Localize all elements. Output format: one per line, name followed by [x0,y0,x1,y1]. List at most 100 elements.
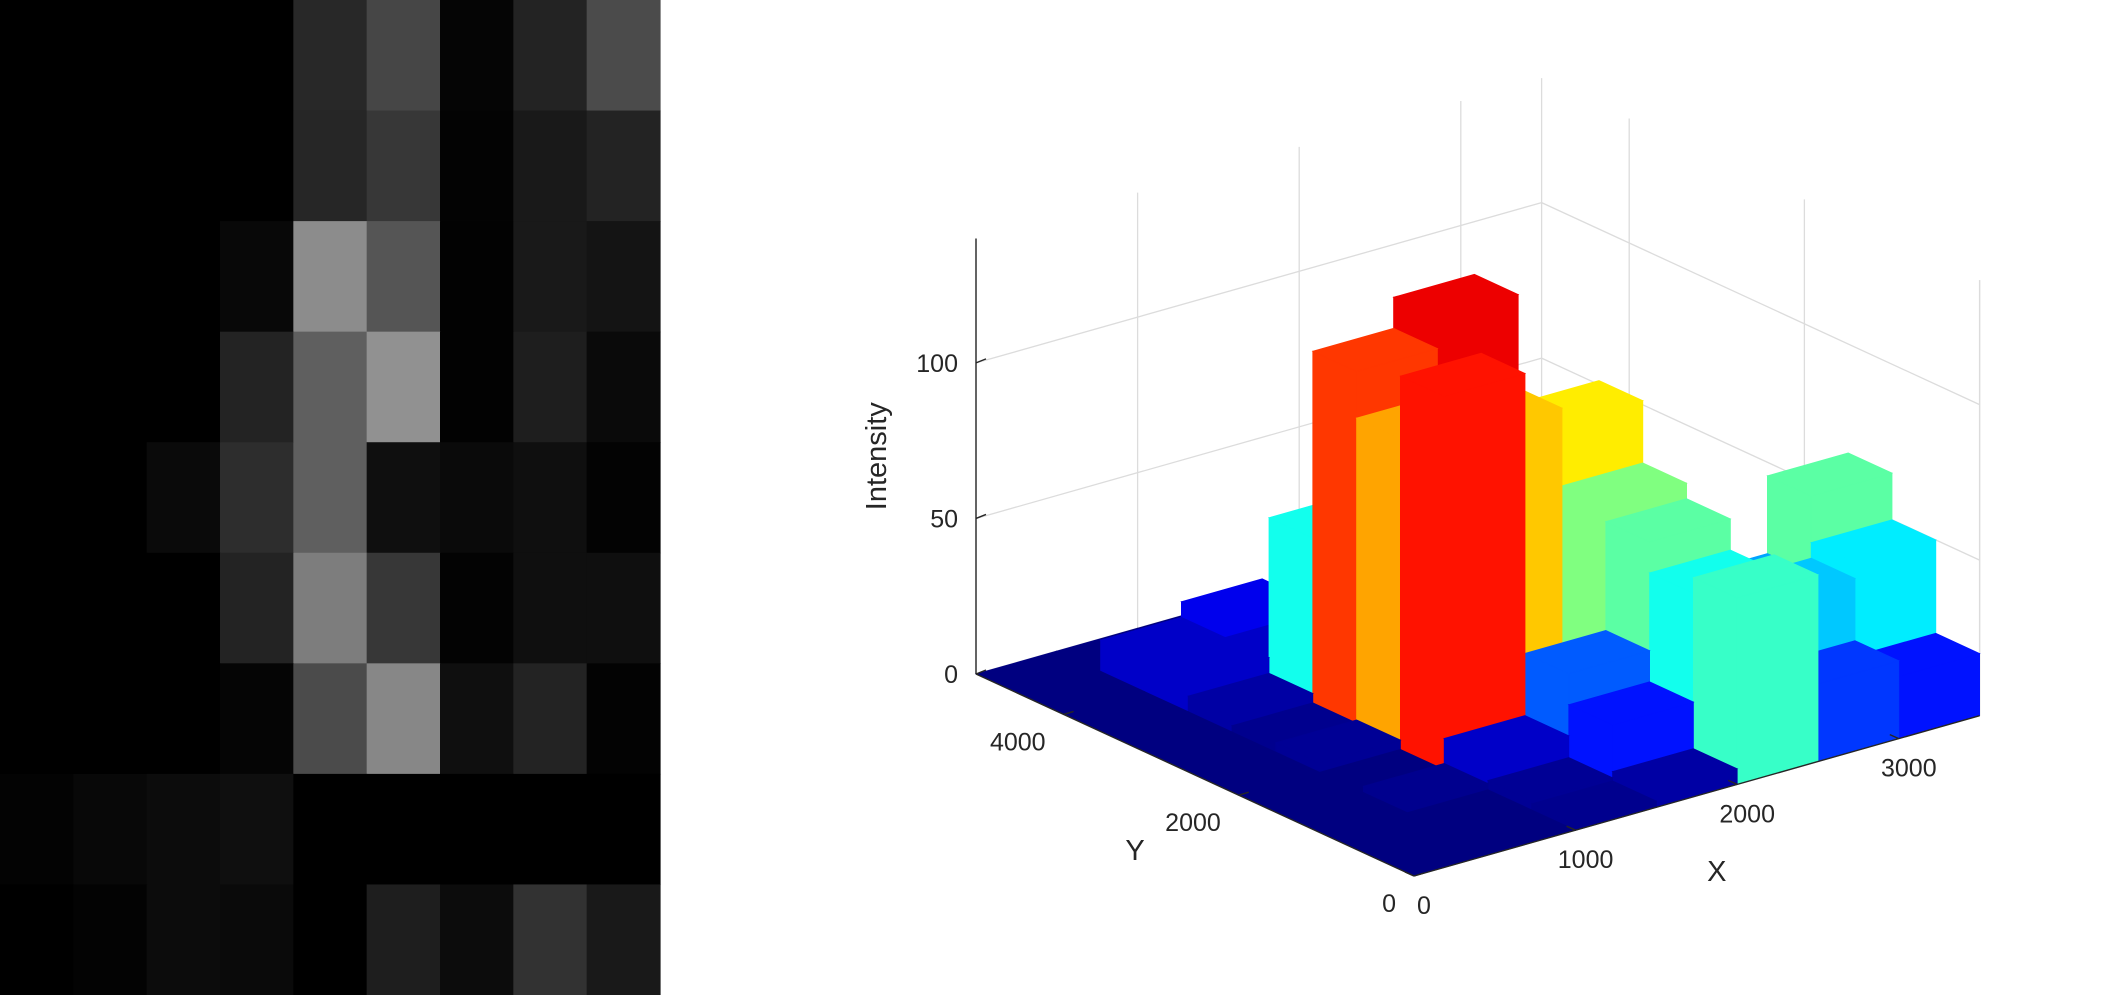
pixel [366,884,441,995]
pixel [513,884,588,995]
pixel [146,331,221,443]
pixel [513,663,588,775]
pixel [146,442,221,554]
pixel [146,221,221,333]
pixel [440,110,514,222]
pixel [586,773,661,886]
pixel [73,552,148,664]
bar-top [1143,637,1271,682]
bar-top [1187,672,1314,717]
pixel [0,884,74,995]
bar [1399,352,1527,771]
pixel [146,552,221,664]
grid-line [1541,202,1980,406]
pixel [586,331,661,443]
pixel [220,773,294,886]
y-tick [1063,710,1074,716]
y-tick-label: 0 [1382,890,1396,918]
pixel [220,442,294,554]
bar-front [1736,574,1819,785]
pixel [366,773,441,886]
bar-side [1400,375,1445,771]
z-tick-label: 0 [944,661,958,689]
bar-top [1810,519,1937,564]
pixel [440,552,514,664]
pixel [293,663,368,775]
pixel [366,0,441,112]
bar-top [1560,462,1688,507]
bar-top [1274,719,1402,764]
bar-top [1362,762,1490,807]
bar-top [1399,352,1527,397]
bar-side [1356,417,1401,751]
pixel [293,221,368,333]
y-tick-label: 4000 [990,728,1046,756]
grid-line [975,201,1542,364]
pixel [146,773,221,886]
bar-top [1611,748,1739,793]
x-tick-label: 2000 [1719,800,1775,828]
pixel [0,0,74,112]
pixel [73,773,148,886]
pixel [73,0,148,112]
pixel [440,221,514,333]
x-tick-label: 0 [1417,892,1431,920]
pixel [586,884,661,995]
z-tick [975,513,987,520]
x-tick [1404,871,1415,877]
bar-top [1530,780,1658,825]
pixel [220,221,294,333]
pixel [293,884,368,995]
y-axis [975,673,1415,877]
pixel [513,331,588,443]
x-tick-label: 1000 [1558,846,1614,874]
pixel [146,663,221,775]
pixel [293,552,368,664]
pixel [366,442,441,554]
pixel [586,110,661,222]
bar-top [1443,715,1570,760]
x-axis [1413,715,1980,877]
pixel [366,552,441,664]
pixel [440,0,514,112]
bar [1530,780,1658,831]
pixel [440,663,514,775]
bar-top [1486,757,1614,802]
pixel [513,221,588,333]
pixel [0,663,74,775]
pixel [513,110,588,222]
pixel [440,884,514,995]
pixel [73,442,148,554]
bar [1274,719,1402,773]
pixel [293,773,368,886]
pixel [586,221,661,333]
pixel [0,552,74,664]
pixel [220,663,294,775]
x-tick-label: 3000 [1881,755,1937,783]
bar-front [1443,372,1526,771]
pixel [220,0,294,112]
bar-top [1311,327,1439,372]
z-tick-label: 50 [930,505,958,533]
y-tick [1238,791,1250,796]
pixel [366,331,441,443]
bar [1692,554,1820,786]
pixel [440,442,514,554]
pixel [73,663,148,775]
pixel [440,773,514,886]
intensity-image [0,0,661,995]
x-tick [1889,733,1900,740]
bar-top [1692,554,1820,599]
y-tick [1413,872,1425,877]
pixel [513,0,588,112]
pixel [586,552,661,664]
pixel [586,0,661,112]
x-tick [1566,825,1576,831]
pixel [293,0,368,112]
pixel [293,442,368,554]
z-tick [975,358,987,364]
pixel [586,442,661,554]
bar-top [1392,273,1520,318]
pixel [513,442,588,554]
